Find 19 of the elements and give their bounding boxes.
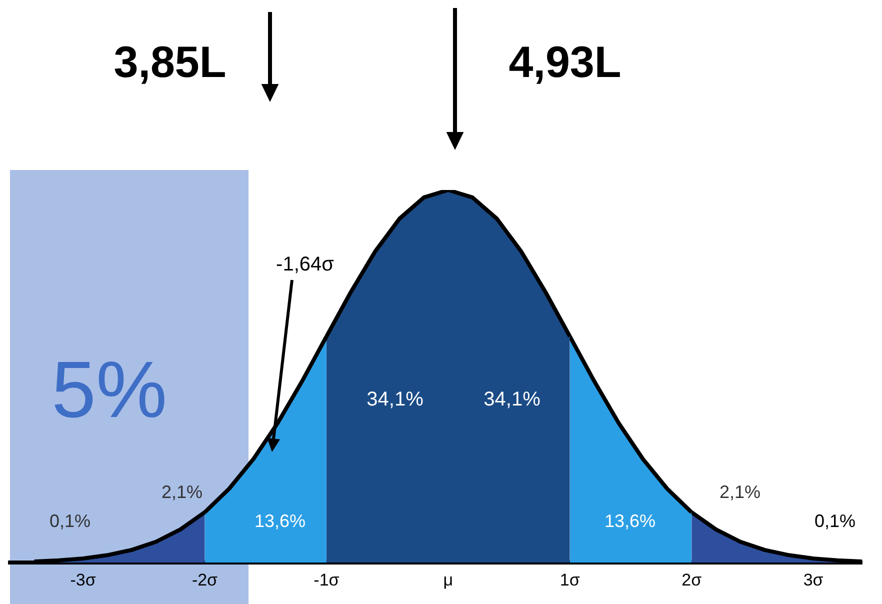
- annotation: 13,6%: [254, 510, 306, 531]
- annotation: 13,6%: [604, 510, 656, 531]
- annotation: 0,1%: [49, 510, 91, 531]
- annotation: 2,1%: [161, 482, 203, 502]
- band-label: 5%: [51, 344, 168, 434]
- annotation: 2,1%: [719, 482, 761, 502]
- x-tick-label: 2σ: [682, 570, 702, 590]
- x-tick-label: μ: [443, 570, 454, 590]
- x-tick-label: 3σ: [803, 570, 824, 590]
- x-tick-label: -3σ: [70, 570, 96, 590]
- x-tick-label: -2σ: [192, 570, 218, 590]
- x-tick-label: 1σ: [560, 570, 580, 590]
- annotation: 34,1%: [484, 388, 541, 411]
- annotation: 34,1%: [366, 388, 424, 411]
- text: 3,85L: [114, 38, 226, 88]
- x-tick-label: -1σ: [314, 570, 340, 590]
- annotation: 0,1%: [814, 510, 856, 531]
- text: 4,93L: [508, 38, 622, 88]
- annotation: -1,64σ: [276, 254, 335, 276]
